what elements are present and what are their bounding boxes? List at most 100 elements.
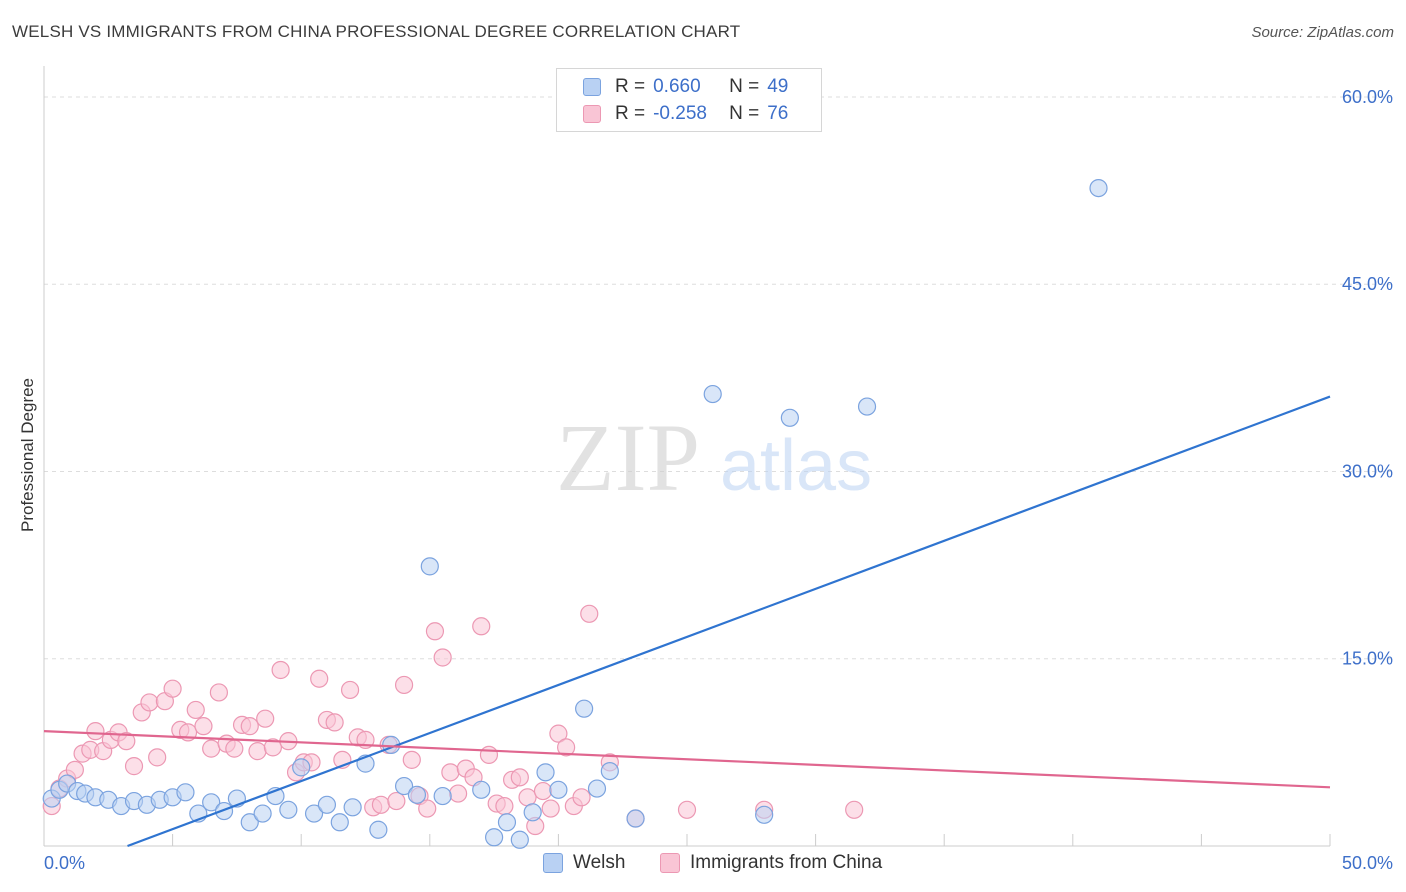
welsh-point — [472, 780, 491, 799]
china-point — [240, 717, 259, 736]
china-point — [148, 748, 167, 767]
welsh-point — [575, 699, 594, 718]
welsh-point — [510, 830, 529, 849]
china-point — [845, 800, 864, 819]
correlation-legend: R = 0.660 N = 49 R = -0.258 N = 76 — [556, 68, 822, 132]
legend-r-value: -0.258 — [653, 103, 707, 124]
series-swatch-welsh — [543, 853, 563, 873]
welsh-point — [433, 786, 452, 806]
welsh-point — [176, 783, 195, 802]
y-tick-label: 30.0% — [1342, 461, 1393, 481]
welsh-point — [292, 758, 311, 777]
welsh-point — [279, 800, 298, 819]
china-point — [371, 795, 391, 814]
legend-row-welsh: R = 0.660 N = 49 — [583, 75, 788, 99]
china-point — [124, 757, 144, 776]
welsh-point — [549, 780, 568, 799]
china-point — [557, 738, 576, 757]
series-swatch-china — [660, 853, 680, 873]
china-point — [65, 760, 84, 779]
china-point — [225, 739, 244, 758]
welsh-point — [1089, 179, 1108, 198]
welsh-point — [497, 813, 517, 832]
china-point — [448, 784, 468, 803]
x-tick-label: 50.0% — [1342, 853, 1393, 873]
series-legend-china[interactable]: Immigrants from China — [660, 852, 882, 874]
welsh-point — [304, 804, 324, 823]
china-point — [541, 799, 560, 818]
trend-lines — [43, 395, 1331, 848]
china-point — [549, 724, 568, 743]
x-tick-label: 0.0% — [44, 853, 85, 873]
welsh-point — [626, 809, 645, 828]
welsh-point — [755, 805, 774, 824]
legend-swatch-welsh — [583, 78, 601, 96]
welsh-point — [240, 813, 259, 832]
legend-r-label: R = — [615, 76, 646, 97]
china-point — [86, 722, 105, 741]
china-point — [310, 669, 329, 688]
china-point — [510, 768, 529, 787]
china-point — [163, 679, 182, 698]
legend-r-value: 0.660 — [653, 76, 701, 97]
china-point — [256, 709, 275, 728]
legend-row-china: R = -0.258 N = 76 — [583, 102, 788, 126]
y-axis-label: Professional Degree — [18, 377, 37, 533]
welsh-point — [369, 820, 388, 839]
china-point — [472, 617, 491, 636]
china-point — [140, 693, 159, 712]
welsh-point — [780, 408, 799, 427]
china-point — [263, 738, 283, 757]
china-point — [209, 683, 228, 702]
source-credit: Source: ZipAtlas.com — [1251, 24, 1394, 41]
china-point — [248, 742, 267, 761]
china-point — [441, 763, 460, 782]
welsh-point — [202, 793, 221, 812]
china-point — [418, 799, 437, 818]
legend-n-value: 76 — [767, 103, 789, 124]
welsh-point — [703, 384, 722, 404]
welsh-point — [587, 779, 607, 798]
legend-swatch-china — [583, 105, 601, 123]
series-name-china: Immigrants from China — [690, 852, 883, 873]
watermark-atlas: atlas — [720, 426, 872, 506]
grid-lines — [44, 96, 1395, 660]
legend-n-value: 49 — [767, 76, 789, 97]
series-legend-welsh[interactable]: Welsh — [543, 852, 625, 874]
legend-n-label: N = — [729, 76, 760, 97]
tick-labels: 15.0% 30.0% 45.0% 60.0% 0.0% 50.0% — [44, 87, 1393, 873]
china-point — [433, 648, 452, 667]
welsh-point — [600, 761, 619, 781]
china-point — [271, 660, 290, 680]
welsh-point — [536, 763, 555, 782]
y-tick-label: 45.0% — [1342, 274, 1393, 294]
chart-title: WELSH VS IMMIGRANTS FROM CHINA PROFESSIO… — [12, 22, 741, 41]
china-point — [340, 680, 360, 700]
legend-r-label: R = — [615, 103, 646, 124]
china-point — [495, 796, 514, 816]
welsh-point — [523, 803, 542, 822]
china-point — [325, 713, 344, 732]
welsh-point — [253, 804, 272, 823]
welsh-point — [317, 795, 337, 814]
china-point — [425, 622, 445, 641]
china-point — [479, 745, 499, 764]
china-point — [117, 732, 136, 751]
welsh-point — [485, 828, 504, 847]
china-point — [387, 791, 406, 811]
china-trend-line — [43, 730, 1331, 789]
china-point — [533, 781, 553, 801]
series-name-welsh: Welsh — [573, 852, 626, 873]
watermark-zip: ZIP — [556, 404, 700, 511]
welsh-point — [407, 785, 427, 804]
welsh-trend-line — [127, 395, 1331, 848]
china-point — [402, 750, 421, 769]
china-point — [202, 739, 221, 758]
axes — [43, 66, 1331, 847]
welsh-point — [394, 776, 414, 796]
y-tick-label: 15.0% — [1342, 649, 1393, 669]
china-point — [394, 675, 414, 695]
china-point — [194, 717, 213, 736]
welsh-point — [857, 397, 877, 416]
welsh-points — [42, 179, 1108, 849]
